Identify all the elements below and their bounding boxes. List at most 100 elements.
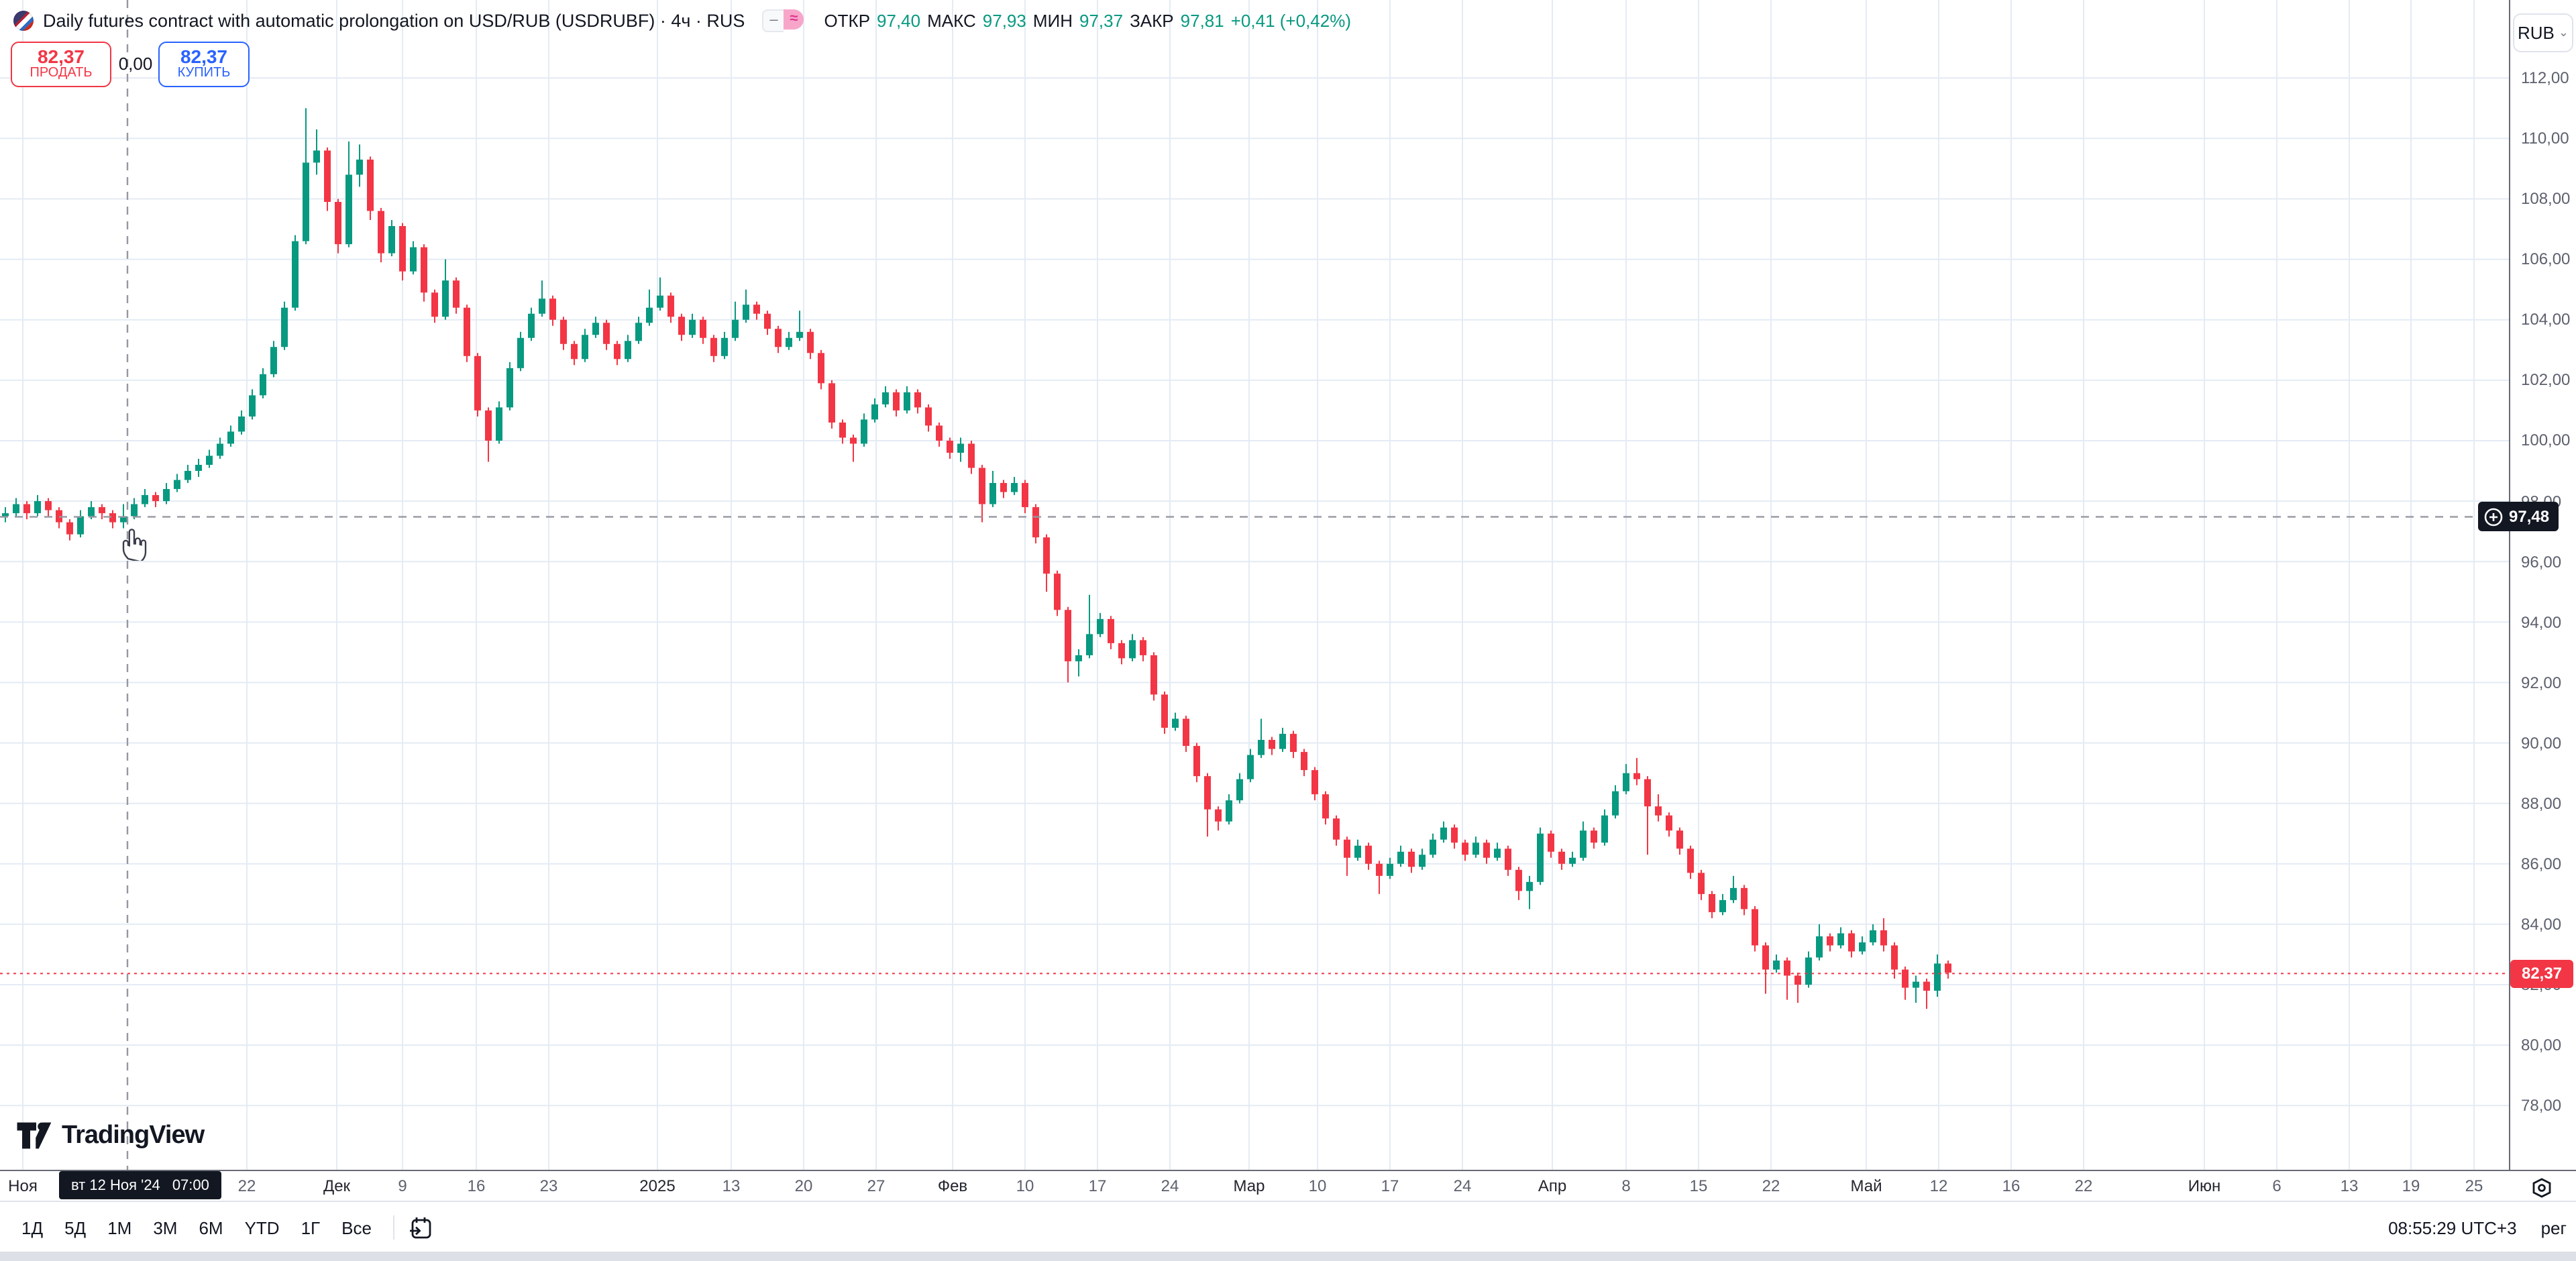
candle-body xyxy=(174,480,180,490)
candle-body xyxy=(657,295,663,308)
range-button-ytd[interactable]: YTD xyxy=(244,1217,280,1238)
candle-body xyxy=(1923,981,1930,991)
session-clock[interactable]: 08:55:29 UTC+3 xyxy=(2388,1217,2517,1238)
candle-body xyxy=(979,468,985,504)
candle-body xyxy=(818,353,824,384)
candle-body xyxy=(1086,634,1093,655)
candle-body xyxy=(99,507,105,514)
candle-body xyxy=(1859,942,1866,952)
candle-body xyxy=(1365,845,1372,864)
candle-body xyxy=(861,419,867,444)
candle-body xyxy=(1118,643,1125,659)
candle-body xyxy=(1794,975,1801,985)
candle-body xyxy=(399,226,406,272)
candle-body xyxy=(1623,773,1629,791)
candle-body xyxy=(1247,755,1254,779)
candle-body xyxy=(1698,873,1705,894)
price-axis-label: 104,00 xyxy=(2521,310,2571,329)
range-button-3м[interactable]: 3М xyxy=(153,1217,178,1238)
candle-body xyxy=(356,159,363,175)
scale-mode-button[interactable]: рег xyxy=(2540,1217,2567,1238)
candle-body xyxy=(249,395,256,417)
currency-dropdown[interactable]: RUB ⌄ xyxy=(2513,13,2573,52)
time-axis-tick: 13 xyxy=(2340,1176,2359,1195)
candle-body xyxy=(1472,842,1479,855)
chevron-down-icon: ⌄ xyxy=(2558,25,2569,39)
candle-body xyxy=(560,319,567,344)
time-axis-tick: Ноя xyxy=(8,1176,38,1195)
plus-circle-icon[interactable] xyxy=(2483,507,2504,527)
price-axis-label: 106,00 xyxy=(2521,250,2571,269)
range-button-6м[interactable]: 6М xyxy=(199,1217,223,1238)
candle-body xyxy=(1043,537,1050,574)
candle-body xyxy=(292,241,299,308)
candle-body xyxy=(1687,848,1694,873)
tradingview-logo[interactable]: TradingView xyxy=(16,1120,205,1151)
time-axis-tick: 15 xyxy=(1689,1176,1708,1195)
candle-body xyxy=(828,383,835,423)
price-axis-label: 102,00 xyxy=(2521,370,2571,390)
candle-body xyxy=(753,305,760,314)
candle-body xyxy=(1022,483,1028,508)
candle-body xyxy=(1161,694,1168,728)
candle-body xyxy=(1462,842,1468,855)
range-button-5д[interactable]: 5Д xyxy=(64,1217,87,1238)
time-axis-tick: 16 xyxy=(467,1176,486,1195)
candle-body xyxy=(646,307,653,323)
candle-body xyxy=(764,313,771,329)
high-label: МАКС xyxy=(927,10,976,30)
candle-body xyxy=(1204,776,1211,810)
time-axis[interactable]: вт 12 Ноя '24 07:00 Ноя 22 Дек 9 16 23 2025 13 2… xyxy=(0,1170,2576,1202)
close-label: ЗАКР xyxy=(1130,10,1174,30)
time-axis-tick: Апр xyxy=(1538,1176,1567,1195)
candle-body xyxy=(1354,845,1361,858)
candle-body xyxy=(1097,618,1104,635)
price-axis-label: 96,00 xyxy=(2521,552,2562,571)
candle-body xyxy=(914,392,921,408)
candle-body xyxy=(1762,945,1769,970)
price-axis-label: 92,00 xyxy=(2521,673,2562,692)
candle-body xyxy=(1644,779,1651,807)
candle-body xyxy=(1451,827,1458,843)
price-axis[interactable]: 112,00 110,00 108,00 106,00 104,00 102,00 100,… xyxy=(2509,0,2576,1201)
candle-body xyxy=(1870,930,1876,942)
candle-body xyxy=(957,443,964,453)
time-axis-tick: 25 xyxy=(2465,1176,2483,1195)
candle-body xyxy=(904,392,910,410)
candle-body xyxy=(968,443,975,468)
last-price-badge: 82,37 xyxy=(2510,959,2573,988)
candle-body xyxy=(947,440,953,453)
candle-body xyxy=(517,337,524,368)
sell-button[interactable]: 82,37 ПРОДАТЬ xyxy=(11,42,111,87)
collapse-legend-icon[interactable]: – xyxy=(762,9,784,32)
candle-body xyxy=(1000,483,1007,492)
candle-body xyxy=(184,471,191,480)
candle-body xyxy=(850,437,857,444)
range-button-1д[interactable]: 1Д xyxy=(21,1217,44,1238)
axis-settings-hexagon-icon[interactable] xyxy=(2528,1174,2555,1201)
waves-badge-icon[interactable]: ≈ xyxy=(784,9,804,29)
candle-body xyxy=(1719,899,1726,912)
price-axis-label: 78,00 xyxy=(2521,1096,2562,1115)
range-button-1г[interactable]: 1Г xyxy=(301,1217,321,1238)
candle-body xyxy=(1537,833,1544,882)
spread-value: 0,00 xyxy=(118,54,153,74)
time-axis-tick: 22 xyxy=(2074,1176,2093,1195)
candlestick-chart[interactable] xyxy=(0,0,2509,1170)
range-button-все[interactable]: Все xyxy=(341,1217,372,1238)
candle-body xyxy=(1494,848,1501,858)
buy-label: КУПИТЬ xyxy=(177,66,231,81)
candle-body xyxy=(743,305,749,320)
candle-body xyxy=(238,416,245,432)
go-to-date-button[interactable] xyxy=(405,1212,436,1243)
candle-body xyxy=(1805,957,1812,985)
candle-body xyxy=(1709,893,1715,912)
buy-button[interactable]: 82,37 КУПИТЬ xyxy=(158,42,250,87)
candle-body xyxy=(1601,815,1608,843)
candle-body xyxy=(88,507,95,516)
candle-body xyxy=(464,307,470,356)
candle-body xyxy=(1269,740,1275,749)
candle-body xyxy=(1569,857,1576,864)
candle-body xyxy=(710,337,717,356)
range-button-1м[interactable]: 1М xyxy=(107,1217,132,1238)
